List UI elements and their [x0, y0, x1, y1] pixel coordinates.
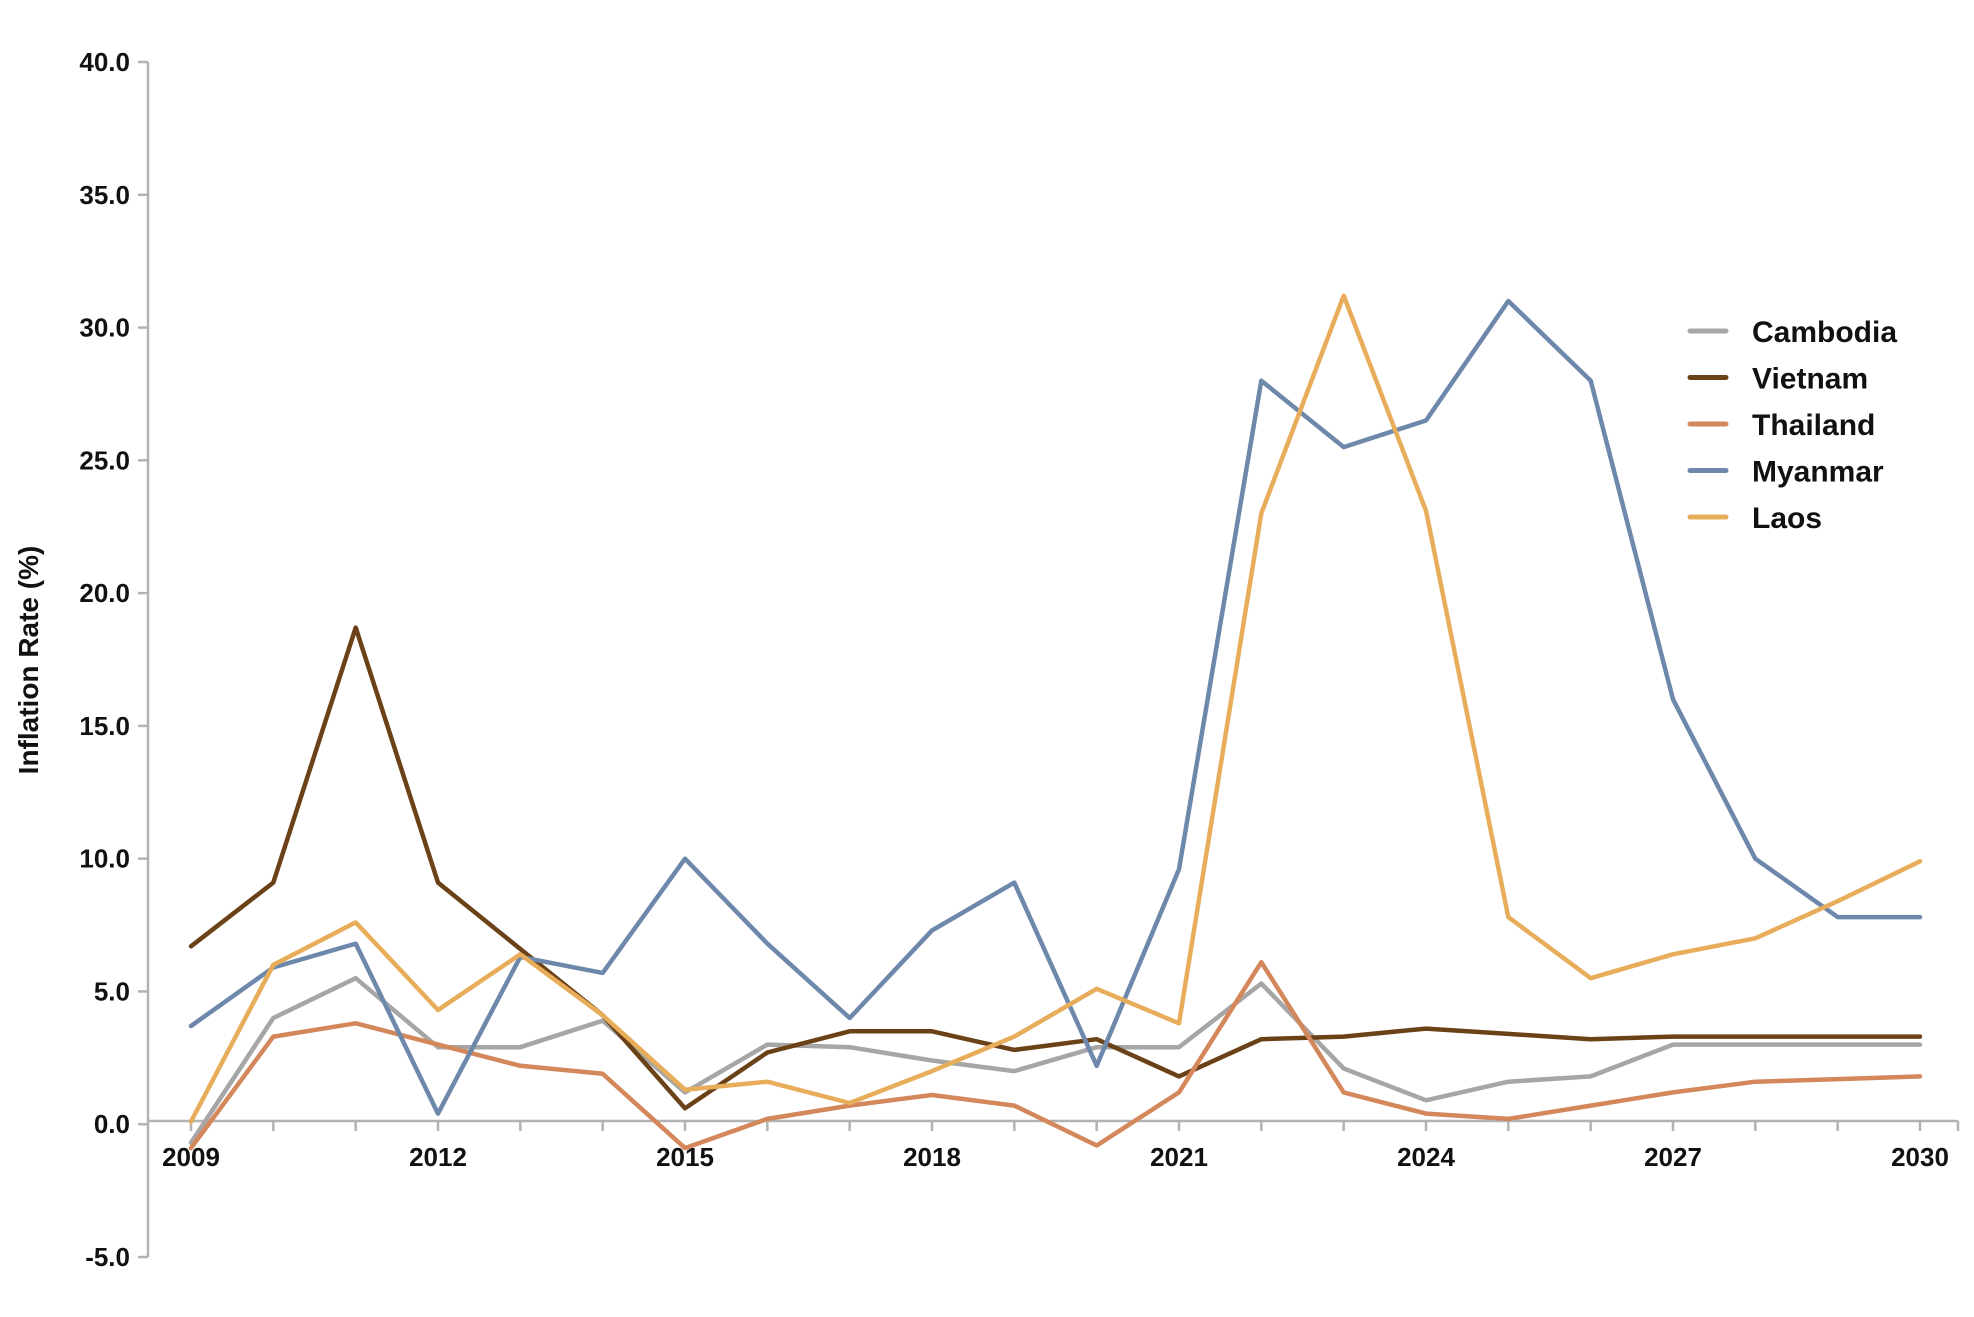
y-tick-label: 40.0	[79, 47, 130, 77]
y-tick-label: 20.0	[79, 578, 130, 608]
legend-label-cambodia: Cambodia	[1752, 316, 1897, 349]
legend-label-thailand: Thailand	[1752, 409, 1875, 442]
legend-label-myanmar: Myanmar	[1752, 456, 1884, 489]
series-line-vietnam	[188, 625, 1923, 1111]
x-tick-label: 2021	[1150, 1142, 1208, 1172]
series-line-thailand	[188, 959, 1923, 1151]
x-tick-label: 2024	[1397, 1142, 1455, 1172]
y-tick-label: 35.0	[79, 180, 130, 210]
y-axis-title: Inflation Rate (%)	[13, 546, 44, 775]
legend-label-vietnam: Vietnam	[1752, 363, 1868, 396]
plot-lines	[188, 293, 1923, 1151]
series-line-cambodia	[188, 975, 1923, 1146]
legend: Cambodia Vietnam Thailand Myanmar Laos	[1687, 316, 1897, 535]
legend-label-laos: Laos	[1752, 502, 1822, 535]
y-tick-label: -5.0	[85, 1242, 130, 1272]
y-tick-label: 10.0	[79, 844, 130, 874]
y-axis: 40.0 35.0 30.0 25.0 20.0 15.0 10.0 5.0 0.0 -5.0	[79, 47, 150, 1272]
y-tick-label: 30.0	[79, 313, 130, 343]
y-tick-label: 5.0	[94, 976, 130, 1006]
x-tick-label: 2012	[409, 1142, 467, 1172]
x-tick-label: 2018	[903, 1142, 961, 1172]
y-tick-label: 0.0	[94, 1109, 130, 1139]
x-tick-label: 2027	[1644, 1142, 1702, 1172]
x-axis: 2009 2012 2015 2018 2021 2024 2027 2030	[148, 1119, 1960, 1172]
series-line-myanmar	[188, 298, 1923, 1116]
x-tick-label: 2030	[1891, 1142, 1949, 1172]
y-tick-label: 25.0	[79, 445, 130, 475]
y-tick-label: 15.0	[79, 711, 130, 741]
series-line-laos	[188, 293, 1923, 1124]
